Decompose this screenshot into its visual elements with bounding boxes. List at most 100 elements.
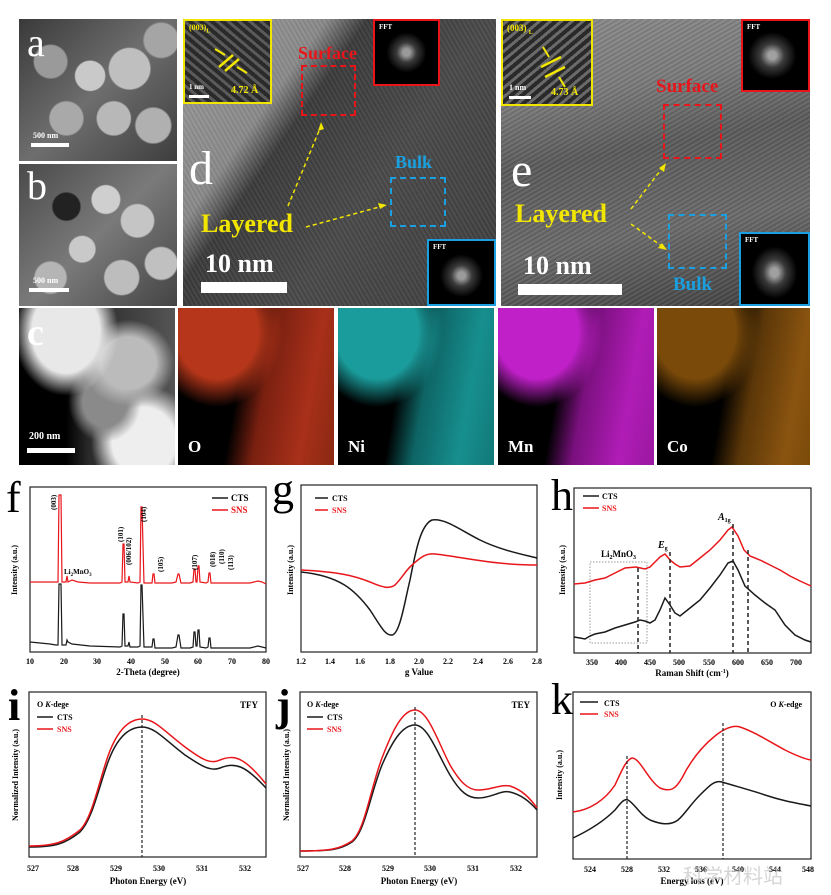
eds-label-mn: Mn: [508, 437, 534, 456]
svg-text:500: 500: [673, 658, 685, 667]
fft-surface-d: FFT: [373, 19, 440, 86]
svg-text:(006/102): (006/102): [125, 537, 133, 565]
svg-text:Intensity (a.u.): Intensity (a.u.): [286, 545, 295, 595]
stem-image-c: c 200 nm: [19, 308, 175, 465]
svg-text:2-Theta (degree): 2-Theta (degree): [116, 667, 180, 677]
svg-text:CTS: CTS: [231, 493, 249, 503]
svg-text:528: 528: [621, 865, 633, 874]
svg-text:1.6: 1.6: [355, 657, 365, 666]
layered-label-d: Layered: [201, 209, 293, 238]
svg-text:TFY: TFY: [240, 700, 259, 710]
svg-text:g Value: g Value: [405, 667, 433, 677]
sem-image-a: a 500 nm: [19, 19, 177, 161]
surface-region-d: [301, 65, 356, 116]
chart-h-raman: CTS SNS Li2MnO3 Eg A1g 350 400 450 500 550 6…: [558, 487, 812, 678]
hrtem-image-e: (003) L 1 nm 4.73 Å FFT FFT Surface e La…: [501, 19, 810, 306]
svg-text:60: 60: [194, 657, 202, 666]
fft-surface-e: FFT: [741, 19, 810, 92]
eds-label-co: Co: [667, 437, 688, 456]
svg-text:(107): (107): [191, 554, 199, 570]
svg-text:SNS: SNS: [604, 710, 619, 719]
svg-text:544: 544: [769, 865, 781, 874]
surface-label-e: Surface: [656, 76, 719, 97]
bulk-label-d: Bulk: [395, 152, 433, 172]
svg-text:350: 350: [586, 658, 598, 667]
svg-text:(018): (018): [209, 551, 217, 567]
plane-index-e: (003) L: [507, 23, 533, 36]
layered-label-e: Layered: [515, 199, 607, 228]
svg-text:10: 10: [26, 657, 34, 666]
svg-text:CTS: CTS: [57, 713, 73, 722]
bulk-label-e: Bulk: [673, 274, 713, 295]
chart-f-xrd: CTS SNS (003) (101) (006/102) (104) (105…: [10, 486, 270, 677]
svg-text:SNS: SNS: [602, 504, 617, 513]
svg-text:1.4: 1.4: [325, 657, 335, 666]
svg-text:O K-dege: O K-dege: [307, 700, 339, 709]
svg-text:Raman Shift (cm-1): Raman Shift (cm-1): [655, 668, 729, 678]
svg-text:531: 531: [467, 864, 479, 873]
scale-bar-label-a: 500 nm: [33, 131, 59, 140]
eds-map-co: Co: [657, 308, 810, 465]
plane-index-d: (003)L: [189, 23, 211, 35]
svg-text:(105): (105): [157, 556, 165, 572]
eds-map-o: O: [178, 308, 334, 465]
panel-label-k: k: [551, 675, 573, 724]
svg-text:(104): (104): [140, 506, 148, 522]
svg-text:1.2: 1.2: [296, 657, 306, 666]
inset-scale-bar-d: [189, 95, 209, 98]
svg-text:650: 650: [761, 658, 773, 667]
arrows-icon-e: [630, 163, 667, 250]
fft-bulk-e: FFT: [739, 232, 810, 306]
svg-text:450: 450: [644, 658, 656, 667]
d-spacing-value-d: 4.72 Å: [231, 85, 259, 96]
svg-text:Eg: Eg: [657, 540, 668, 552]
panel-label-i: i: [8, 681, 21, 730]
svg-text:Intensity (a.u.): Intensity (a.u.): [558, 545, 567, 595]
svg-text:(110): (110): [218, 549, 226, 564]
scale-bar-label-d: 10 nm: [205, 249, 274, 278]
scale-bar-d: [201, 282, 287, 293]
inset-scale-label-e: 1 nm: [509, 83, 527, 92]
svg-text:700: 700: [790, 658, 802, 667]
svg-text:Li2MnO3: Li2MnO3: [64, 568, 92, 578]
svg-text:CTS: CTS: [327, 713, 343, 722]
inset-scale-label-d: 1 nm: [189, 83, 204, 91]
chart-i-xas-tfy: O K-dege CTS SNS TFY 527 528 529 530 531 532…: [11, 691, 267, 886]
svg-text:540: 540: [732, 865, 744, 874]
bulk-region-d: [390, 177, 446, 227]
panel-label-j: j: [276, 681, 291, 730]
watermark: 科学材料站: [683, 864, 783, 888]
svg-text:O K-edge: O K-edge: [770, 700, 802, 709]
svg-text:80: 80: [262, 657, 270, 666]
svg-text:530: 530: [153, 864, 165, 873]
d-spacing-value-e: 4.73 Å: [551, 87, 579, 98]
svg-text:(003): (003): [50, 494, 58, 510]
lattice-inset-d: (003)L 1 nm 4.72 Å: [183, 19, 272, 104]
svg-text:2.8: 2.8: [532, 657, 542, 666]
svg-text:SNS: SNS: [231, 505, 248, 515]
surface-region-e: [663, 104, 722, 159]
chart-g-epr: CTS SNS 1.2 1.4 1.6 1.8 2.0 2.2 2.4 2.6 2.8 g V…: [286, 484, 542, 677]
eds-label-o: O: [188, 437, 202, 456]
scale-bar-label-b: 500 nm: [33, 276, 59, 285]
svg-text:30: 30: [93, 657, 101, 666]
svg-text:SNS: SNS: [57, 725, 72, 734]
svg-text:Photon Energy (eV): Photon Energy (eV): [110, 876, 187, 886]
svg-text:600: 600: [732, 658, 744, 667]
svg-text:2.0: 2.0: [414, 657, 424, 666]
svg-text:532: 532: [658, 865, 670, 874]
scale-bar-a: [31, 143, 69, 147]
scale-bar-label-e: 10 nm: [523, 251, 592, 280]
svg-text:SNS: SNS: [327, 725, 342, 734]
chart-k-eels: CTS SNS O K-edge 524 528 532 536 540 544 548 …: [555, 691, 814, 886]
svg-text:20: 20: [60, 657, 68, 666]
svg-text:TEY: TEY: [511, 700, 530, 710]
fft-bulk-d: FFT: [427, 239, 496, 306]
svg-text:Li2MnO3: Li2MnO3: [601, 549, 636, 561]
svg-text:SNS: SNS: [332, 506, 347, 515]
eds-map-ni: Ni: [338, 308, 494, 465]
panel-label-d: d: [189, 142, 213, 195]
svg-text:40: 40: [127, 657, 135, 666]
svg-text:CTS: CTS: [332, 494, 348, 503]
svg-text:524: 524: [584, 865, 596, 874]
